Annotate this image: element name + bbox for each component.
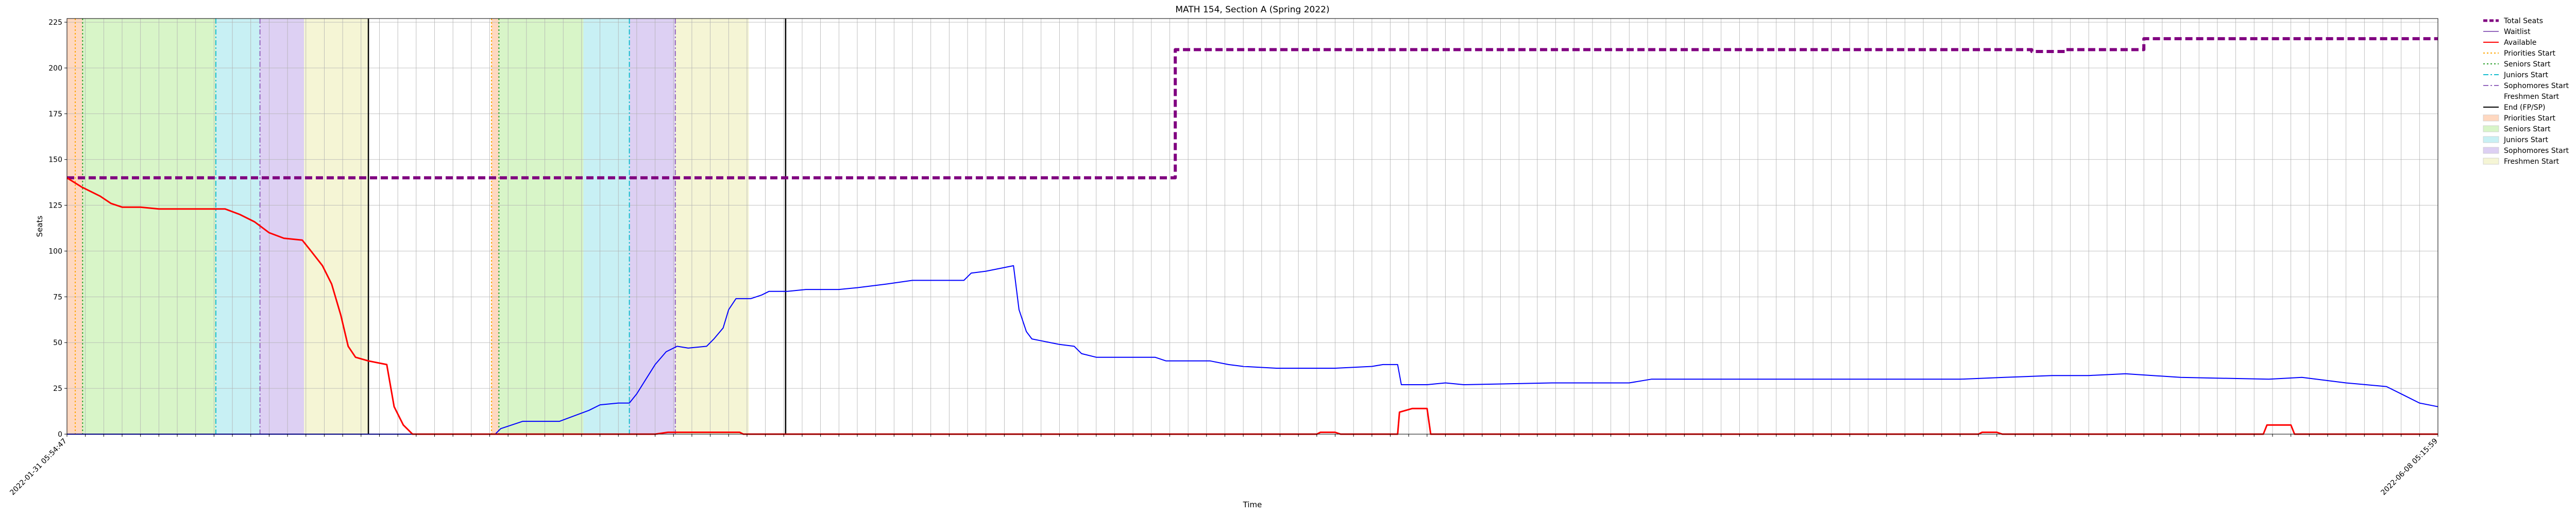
series <box>66 37 2438 435</box>
shaded-periods <box>67 19 749 434</box>
plot-frame <box>66 18 2438 435</box>
x-axis-title: Time <box>1243 500 1262 509</box>
y-tick-label: 0 <box>58 431 62 439</box>
y-axis-title: Seats <box>35 215 44 237</box>
legend-label-available: Available <box>2504 39 2536 47</box>
legend: Total Seats Waitlist Available Priorities S… <box>2483 17 2569 166</box>
y-tick-label: 25 <box>53 385 62 393</box>
legend-label-sophomores-start: Sophomores Start <box>2504 82 2569 90</box>
shade-freshmen-start <box>675 19 749 434</box>
legend-swatch-juniors-start <box>2483 136 2499 143</box>
y-tick-label: 150 <box>48 156 62 164</box>
y-tick-label: 200 <box>48 64 62 73</box>
legend-label-juniors-start: Juniors Start <box>2503 136 2549 144</box>
x-tick-label: 2022-01-31 05:54:47 <box>8 437 68 497</box>
shade-seniors-start <box>499 19 584 434</box>
legend-label-seniors-start: Seniors Start <box>2504 60 2551 68</box>
x-axis-ticks: 2022-01-31 05:54:47 2022-06-08 05:15:59 <box>8 434 2439 497</box>
legend-label-end-fp-sp-: End (FP/SP) <box>2504 104 2546 112</box>
legend-label-priorities-start: Priorities Start <box>2504 49 2556 58</box>
legend-label-waitlist: Waitlist <box>2504 28 2531 36</box>
legend-label-total-seats: Total Seats <box>2503 17 2543 25</box>
legend-label-priorities-start: Priorities Start <box>2504 114 2556 123</box>
y-tick-label: 125 <box>48 202 62 210</box>
legend-label-freshmen-start: Freshmen Start <box>2504 93 2560 101</box>
vertical-markers <box>75 19 787 434</box>
shade-freshmen-start <box>304 19 369 434</box>
y-tick-label: 175 <box>48 110 62 118</box>
legend-swatch-priorities-start <box>2483 114 2499 122</box>
series-total-seats <box>67 37 2438 180</box>
shade-sophomores-start <box>260 19 304 434</box>
series-available <box>66 177 2438 435</box>
legend-label-seniors-start: Seniors Start <box>2504 125 2551 133</box>
shade-seniors-start <box>82 19 216 434</box>
legend-label-freshmen-start: Freshmen Start <box>2504 158 2560 166</box>
legend-swatch-freshmen-start <box>2483 158 2499 165</box>
legend-label-juniors-start: Juniors Start <box>2503 71 2549 79</box>
x-tick-label: 2022-06-08 05:15:59 <box>2379 437 2439 497</box>
legend-swatch-sophomores-start <box>2483 147 2499 154</box>
shade-juniors-start <box>215 19 260 434</box>
legend-label-sophomores-start: Sophomores Start <box>2504 147 2569 155</box>
shade-sophomores-start <box>629 19 675 434</box>
shade-juniors-start <box>583 19 630 434</box>
y-tick-label: 100 <box>48 247 62 255</box>
grid <box>66 19 2438 435</box>
y-axis-ticks: 0 25 50 75 100 125 150 175 200 225 <box>48 19 67 439</box>
legend-swatch-seniors-start <box>2483 125 2499 132</box>
y-tick-label: 75 <box>53 293 62 301</box>
y-tick-label: 50 <box>53 339 62 347</box>
y-tick-label: 225 <box>48 19 62 27</box>
series-waitlist <box>67 265 2438 435</box>
shade-priorities-start <box>492 19 499 434</box>
chart-title: MATH 154, Section A (Spring 2022) <box>1175 5 1329 15</box>
